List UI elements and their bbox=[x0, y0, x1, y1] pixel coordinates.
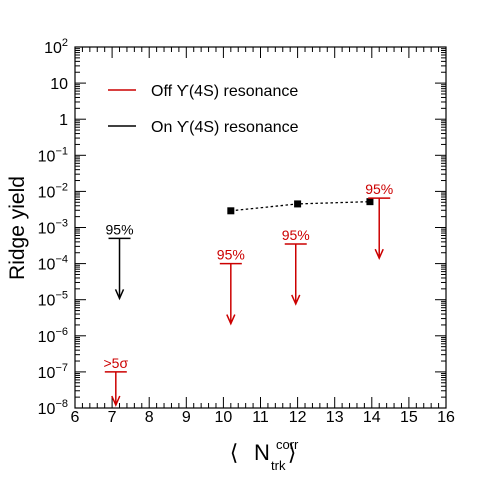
y-tick-label: 10−8 bbox=[38, 398, 68, 418]
y-tick-label: 1 bbox=[59, 112, 68, 129]
upper-limit-arrowhead bbox=[291, 294, 301, 306]
upper-limit-arrowhead bbox=[226, 314, 236, 326]
x-tick-label: 15 bbox=[400, 409, 418, 426]
y-tick-label: 10−1 bbox=[38, 145, 68, 165]
x-axis-title-subscript: trk bbox=[271, 458, 286, 473]
axis-labels: 6 7 8 9 10 11 12 13 14 15 16 102 10 1 10−1 10−2 10−3 10−4… bbox=[6, 37, 455, 473]
x-axis-title-left-bracket: ⟨ bbox=[230, 440, 239, 465]
x-tick-label: 7 bbox=[108, 409, 117, 426]
upper-limit-label: 95% bbox=[282, 227, 310, 243]
legend: Off ϒ(4S) resonance On ϒ(4S) resonance bbox=[108, 83, 299, 136]
y-axis-title: Ridge yield bbox=[6, 176, 29, 280]
x-tick-label: 10 bbox=[215, 409, 233, 426]
upper-limit-label: >5σ bbox=[104, 355, 129, 371]
y-tick-label: 10−3 bbox=[38, 218, 68, 238]
y-tick-label: 102 bbox=[44, 37, 68, 57]
upper-limit-arrowhead bbox=[114, 289, 125, 301]
plot-frame bbox=[74, 46, 447, 409]
x-tick-label: 11 bbox=[252, 409, 269, 426]
x-axis-title-right-bracket: ⟩ bbox=[288, 440, 297, 465]
measured-point bbox=[294, 200, 302, 208]
x-tick-label: 14 bbox=[363, 409, 381, 426]
y-tick-label: 10−7 bbox=[38, 362, 68, 382]
legend-label: Off ϒ(4S) resonance bbox=[151, 83, 298, 100]
y-tick-label: 10−2 bbox=[38, 181, 68, 201]
upper-limit-arrowhead bbox=[111, 395, 121, 407]
x-axis-title: N bbox=[254, 440, 270, 465]
x-axis-title-superscript: corr bbox=[276, 437, 299, 452]
y-tick-label: 10−6 bbox=[38, 326, 68, 346]
measured-point bbox=[227, 207, 235, 215]
y-tick-label: 10−5 bbox=[38, 290, 68, 310]
x-tick-label: 16 bbox=[437, 409, 455, 426]
x-tick-label: 8 bbox=[145, 409, 154, 426]
upper-limit-label: 95% bbox=[106, 221, 134, 237]
measured-point bbox=[366, 198, 374, 206]
data-marks: 95% 95% 95% 95% >5σ bbox=[104, 181, 393, 407]
y-tick-label: 10−4 bbox=[38, 254, 68, 274]
upper-limit-label: 95% bbox=[217, 247, 245, 263]
x-tick-label: 13 bbox=[326, 409, 344, 426]
x-tick-label: 12 bbox=[289, 409, 307, 426]
axis-ticks bbox=[74, 46, 447, 409]
y-tick-label: 10 bbox=[50, 76, 68, 93]
upper-limit-label: 95% bbox=[365, 181, 393, 197]
upper-limit-arrowhead bbox=[374, 248, 384, 261]
x-tick-label: 6 bbox=[71, 409, 80, 426]
legend-label: On ϒ(4S) resonance bbox=[151, 119, 299, 136]
x-tick-label: 9 bbox=[182, 409, 191, 426]
